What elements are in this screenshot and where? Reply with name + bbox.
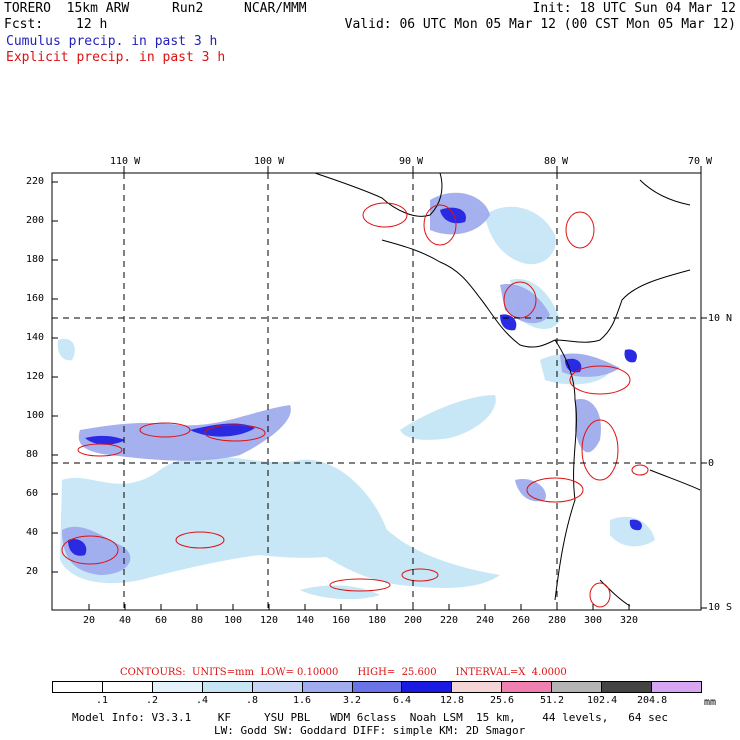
lon-label-70w: 70 W [688, 156, 713, 167]
x-tick: 260 [512, 615, 531, 626]
colorbar-label: 204.8 [637, 695, 668, 706]
colorbar-segment [551, 682, 602, 692]
y-tick: 220 [26, 176, 45, 187]
light-precip-shading [57, 206, 655, 600]
run-label: Run2 [172, 1, 204, 16]
field-cumulus-precip: Cumulus precip. in past 3 h [6, 34, 218, 49]
colorbar-segment [101, 682, 152, 692]
valid-time: Valid: 06 UTC Mon 05 Mar 12 (00 CST Mon … [344, 17, 736, 32]
x-tick: 320 [620, 615, 639, 626]
x-tick: 120 [260, 615, 279, 626]
organization: NCAR/MMM [244, 1, 307, 16]
heavy-precip-shading [68, 207, 642, 556]
colorbar [52, 681, 702, 693]
colorbar-segment [53, 682, 102, 692]
lat-lon-grid [52, 173, 701, 610]
forecast-label: Fcst: [4, 17, 44, 32]
y-tick: 20 [26, 566, 39, 577]
colorbar-segment [651, 682, 701, 692]
y-ticks [52, 181, 58, 573]
contour-info: CONTOURS: UNITS=mm LOW= 0.10000 HIGH= 25… [120, 667, 567, 678]
y-tick: 120 [26, 371, 45, 382]
x-tick: 40 [119, 615, 132, 626]
colorbar-label: 12.8 [440, 695, 465, 706]
colorbar-label: .8 [246, 695, 259, 706]
colorbar-segment [151, 682, 202, 692]
colorbar-segment [251, 682, 302, 692]
colorbar-unit: mm [704, 697, 717, 708]
x-ticks [88, 604, 630, 610]
colorbar-segment [351, 682, 402, 692]
lon-ticks [123, 166, 707, 609]
colorbar-label: 51.2 [540, 695, 565, 706]
model-info: Model Info: V3.3.1 KF YSU PBL WDM 6class… [72, 711, 669, 724]
colorbar-label: .2 [146, 695, 159, 706]
x-tick: 240 [476, 615, 495, 626]
lat-label-10s: 10 S [708, 602, 733, 613]
colorbar-segment [601, 682, 652, 692]
colorbar-label: 25.6 [490, 695, 515, 706]
lon-label-110w: 110 W [110, 156, 141, 167]
y-tick: 160 [26, 293, 45, 304]
lon-label-80w: 80 W [544, 156, 569, 167]
colorbar-label: .1 [96, 695, 109, 706]
x-tick: 180 [368, 615, 387, 626]
colorbar-segment [401, 682, 452, 692]
x-tick: 280 [548, 615, 567, 626]
x-tick: 200 [404, 615, 423, 626]
y-tick: 180 [26, 254, 45, 265]
colorbar-label: 102.4 [587, 695, 618, 706]
y-tick: 40 [26, 527, 39, 538]
colorbar-label: 1.6 [293, 695, 312, 706]
x-tick: 60 [155, 615, 168, 626]
lat-label-0: 0 [708, 458, 715, 469]
y-tick: 80 [26, 449, 39, 460]
colorbar-segment [201, 682, 252, 692]
y-tick: 200 [26, 215, 45, 226]
lon-label-90w: 90 W [399, 156, 424, 167]
lat-label-10n: 10 N [708, 313, 733, 324]
x-tick: 140 [296, 615, 315, 626]
x-tick: 80 [191, 615, 204, 626]
field-explicit-precip: Explicit precip. in past 3 h [6, 50, 226, 65]
colorbar-label: 3.2 [343, 695, 362, 706]
explicit-precip-contours [61, 202, 649, 608]
colorbar-segment [301, 682, 352, 692]
y-tick: 60 [26, 488, 39, 499]
colorbar-labels: .1 .2 .4 .8 1.6 3.2 6.4 12.8 25.6 51.2 102.4 204.8 [52, 695, 702, 707]
forecast-hour: 12 h [76, 17, 108, 32]
x-tick: 20 [83, 615, 96, 626]
model-name: TORERO 15km ARW [4, 1, 130, 16]
physics-info: LW: Godd SW: Goddard DIFF: simple KM: 2D… [214, 724, 526, 737]
lon-label-100w: 100 W [254, 156, 285, 167]
x-tick: 100 [224, 615, 243, 626]
colorbar-label: 6.4 [393, 695, 412, 706]
colorbar-segment [501, 682, 552, 692]
x-tick: 220 [440, 615, 459, 626]
colorbar-segment [451, 682, 502, 692]
colorbar-label: .4 [196, 695, 209, 706]
init-time: Init: 18 UTC Sun 04 Mar 12 [532, 1, 737, 16]
coastlines [314, 172, 701, 607]
x-tick: 160 [332, 615, 351, 626]
x-tick: 300 [584, 615, 603, 626]
y-tick: 100 [26, 410, 45, 421]
y-tick: 140 [26, 332, 45, 343]
